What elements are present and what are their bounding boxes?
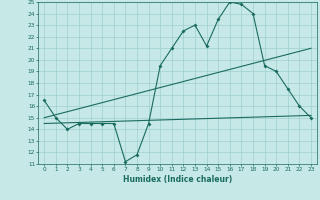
X-axis label: Humidex (Indice chaleur): Humidex (Indice chaleur) bbox=[123, 175, 232, 184]
